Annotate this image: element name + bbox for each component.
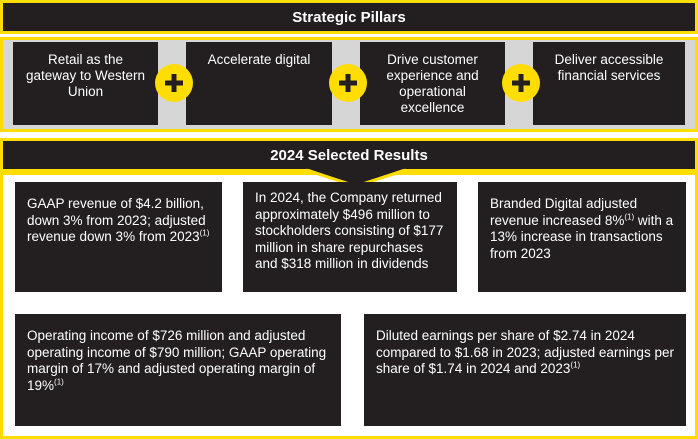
selected-results-title: 2024 Selected Results bbox=[270, 146, 428, 164]
pillar-label: Retail as the gateway to Western Union bbox=[25, 52, 146, 99]
pillar-label: Accelerate digital bbox=[207, 52, 311, 67]
result-card-operating-income: Operating income of $726 million and adj… bbox=[15, 314, 341, 426]
result-text: Operating income of $726 million and adj… bbox=[27, 328, 327, 393]
footnote-marker: (1) bbox=[199, 228, 210, 238]
pillar-label: Drive customer experience and operationa… bbox=[386, 52, 479, 115]
result-text: Diluted earnings per share of $2.74 in 2… bbox=[376, 328, 674, 376]
pillar-financial-services: Deliver accessible financial services bbox=[533, 42, 685, 125]
pillar-retail: Retail as the gateway to Western Union bbox=[13, 42, 158, 125]
selected-results-header: 2024 Selected Results bbox=[0, 138, 698, 172]
footnote-marker: (1) bbox=[54, 377, 64, 386]
plus-icon bbox=[502, 64, 540, 102]
result-card-revenue: GAAP revenue of $4.2 billion, down 3% fr… bbox=[15, 182, 222, 292]
pillar-digital: Accelerate digital bbox=[186, 42, 332, 125]
plus-icon bbox=[155, 64, 193, 102]
strategic-pillars-title: Strategic Pillars bbox=[292, 8, 406, 26]
result-card-eps: Diluted earnings per share of $2.74 in 2… bbox=[364, 314, 686, 426]
strategic-pillars-header: Strategic Pillars bbox=[0, 0, 698, 34]
pillar-label: Deliver accessible financial services bbox=[554, 52, 664, 83]
result-card-capital-return: In 2024, the Company returned approximat… bbox=[243, 182, 457, 292]
result-card-branded-digital: Branded Digital adjusted revenue increas… bbox=[478, 182, 686, 292]
result-text: GAAP revenue of $4.2 billion, down 3% fr… bbox=[27, 196, 206, 244]
result-text: with a 13% increase in transactions from… bbox=[490, 212, 674, 261]
result-text: In 2024, the Company returned approximat… bbox=[255, 190, 444, 271]
plus-icon bbox=[329, 64, 367, 102]
result-text: Branded Digital adjusted revenue increas… bbox=[490, 196, 638, 228]
footnote-marker: (1) bbox=[624, 212, 635, 221]
pillar-customer-experience: Drive customer experience and operationa… bbox=[360, 42, 505, 125]
footnote-marker: (1) bbox=[570, 360, 581, 370]
